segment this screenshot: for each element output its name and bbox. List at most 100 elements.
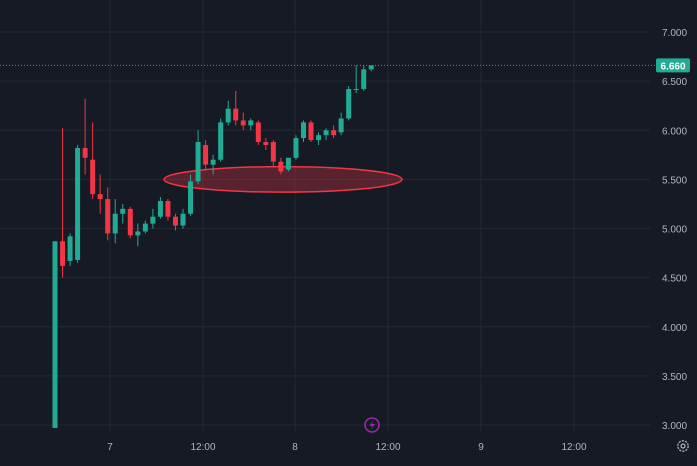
- candle-body: [225, 108, 231, 123]
- candle-body: [361, 69, 367, 89]
- price-axis[interactable]: 7.000 6.500 6.000 5.500 5.000 4.500 4.000 3.500…: [656, 28, 690, 432]
- y-tick-label: 3.000: [662, 421, 687, 432]
- candle-down: [270, 140, 276, 168]
- y-tick-label: 6.500: [662, 77, 687, 88]
- candle-up: [346, 86, 352, 121]
- candle-body: [142, 223, 148, 232]
- candle-body: [52, 241, 58, 428]
- candle-up: [285, 157, 291, 172]
- candle-body: [135, 231, 141, 236]
- x-tick-label: 7: [107, 442, 113, 453]
- candle-down: [60, 128, 66, 278]
- candle-body: [346, 88, 352, 119]
- candle-body: [368, 65, 374, 70]
- candle-down: [240, 112, 246, 131]
- candle-body: [293, 138, 299, 158]
- candle-body: [263, 142, 269, 145]
- candle-up: [323, 128, 329, 141]
- candle-down: [255, 120, 261, 145]
- candle-body: [338, 118, 344, 133]
- candle-up: [225, 100, 231, 126]
- candle-body: [255, 122, 261, 143]
- last-price-label: 6.660: [660, 61, 685, 72]
- candle-up: [157, 197, 163, 219]
- candle-up: [67, 233, 73, 266]
- candle-up: [142, 220, 148, 234]
- candle-body: [90, 159, 96, 195]
- candle-up: [353, 65, 359, 93]
- candle-up: [338, 112, 344, 136]
- candle-body: [82, 147, 88, 158]
- candles: [52, 65, 374, 428]
- candle-body: [270, 142, 276, 162]
- y-tick-label: 3.500: [662, 372, 687, 383]
- y-tick-label: 4.500: [662, 274, 687, 285]
- candle-down: [127, 206, 133, 239]
- candle-up: [180, 208, 186, 229]
- candle-body: [67, 236, 73, 261]
- event-markers: [364, 417, 380, 433]
- candle-body: [300, 122, 306, 139]
- candle-up: [112, 199, 118, 244]
- candle-up: [368, 65, 374, 72]
- candle-up: [218, 118, 224, 162]
- candle-up: [150, 208, 156, 229]
- candle-down: [165, 199, 171, 221]
- candle-up: [248, 118, 254, 131]
- candle-body: [127, 208, 133, 236]
- candle-up: [293, 135, 299, 160]
- x-tick-label: 12:00: [561, 442, 586, 453]
- candle-up: [188, 174, 194, 216]
- candle-body: [188, 181, 194, 214]
- x-tick-label: 12:00: [190, 442, 215, 453]
- candle-up: [210, 154, 216, 175]
- x-tick-label: 12:00: [375, 442, 400, 453]
- y-tick-label: 5.500: [662, 175, 687, 186]
- candle-body: [210, 159, 216, 165]
- candle-up: [300, 120, 306, 143]
- candle-down: [172, 213, 178, 231]
- candle-body: [75, 147, 81, 260]
- candle-down: [105, 187, 111, 241]
- candle-down: [90, 122, 96, 200]
- candle-down: [278, 157, 284, 175]
- candle-body: [120, 208, 126, 214]
- candle-body: [203, 144, 209, 165]
- settings-gear-icon[interactable]: [674, 437, 692, 455]
- lightning-event-icon[interactable]: [364, 417, 380, 433]
- x-tick-label: 9: [478, 442, 484, 453]
- candle-down: [82, 98, 88, 175]
- candle-body: [218, 122, 224, 160]
- y-tick-label: 5.000: [662, 225, 687, 236]
- candle-body: [331, 130, 337, 136]
- candle-up: [316, 132, 322, 145]
- candle-body: [278, 161, 284, 172]
- candle-up: [75, 144, 81, 263]
- candle-body: [97, 194, 103, 200]
- candle-body: [157, 200, 163, 217]
- grid-lines: [0, 0, 650, 433]
- candle-up: [120, 203, 126, 224]
- time-axis[interactable]: 7 12:00 8 12:00 9 12:00: [107, 442, 587, 453]
- candle-body: [172, 216, 178, 226]
- candle-body: [285, 157, 291, 170]
- candle-body: [60, 241, 66, 266]
- y-tick-label: 4.000: [662, 323, 687, 334]
- candle-down: [263, 138, 269, 150]
- candle-body: [240, 120, 246, 126]
- candle-body: [180, 213, 186, 226]
- candle-down: [233, 90, 239, 126]
- candle-down: [331, 125, 337, 139]
- y-tick-label: 6.000: [662, 126, 687, 137]
- candle-body: [165, 200, 171, 217]
- candle-up: [135, 223, 141, 247]
- last-price-badge: [656, 58, 690, 73]
- candle-body: [316, 135, 322, 141]
- x-tick-label: 8: [292, 442, 298, 453]
- candle-up: [361, 65, 367, 91]
- candle-body: [233, 108, 239, 121]
- candle-body: [112, 213, 118, 234]
- candle-body: [248, 120, 254, 126]
